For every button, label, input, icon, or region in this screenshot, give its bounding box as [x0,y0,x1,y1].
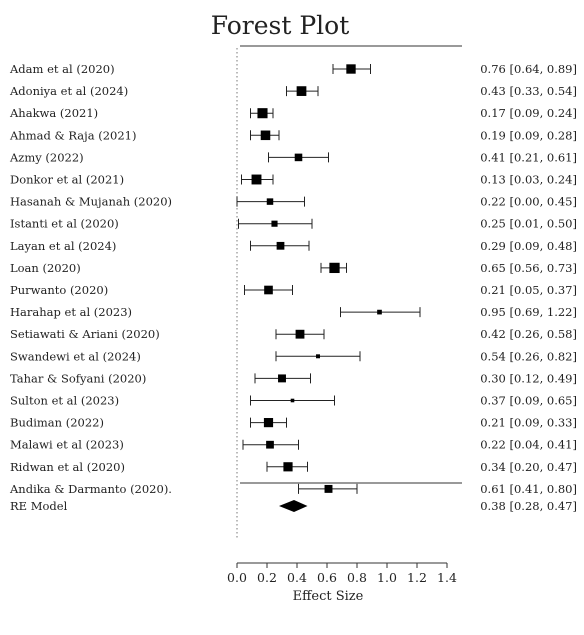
point-estimate [346,64,356,74]
ci-value: 0.22 [0.04, 0.41] [480,438,577,452]
ci-value: 0.95 [0.69, 1.22] [480,305,577,319]
ci-value: 0.42 [0.26, 0.58] [480,327,577,341]
study-row: Purwanto (2020) 0.21 [0.05, 0.37] [10,283,577,297]
ci-value: 0.25 [0.01, 0.50] [480,217,577,231]
point-estimate [329,262,340,274]
tick-label: 0.2 [257,570,277,585]
ci-value: 0.65 [0.56, 0.73] [480,261,577,275]
ci-value: 0.43 [0.33, 0.54] [480,84,577,98]
study-row: Azmy (2022) 0.41 [0.21, 0.61] [9,150,577,164]
ci-value: 0.13 [0.03, 0.24] [480,173,577,187]
point-estimate [294,153,303,162]
ci-value: 0.21 [0.05, 0.37] [480,283,577,297]
study-row: Ridwan et al (2020) 0.34 [0.20, 0.47] [10,460,577,474]
tick-label: 0.8 [347,570,367,585]
point-estimate [264,285,273,295]
study-label: Istanti et al (2020) [10,217,119,231]
study-row: Swandewi et al (2024) 0.54 [0.26, 0.82] [10,349,577,363]
tick-label: 0.4 [287,570,307,585]
point-estimate [263,418,274,428]
ci-value: 0.76 [0.64, 0.89] [480,62,577,76]
study-label: Swandewi et al (2024) [10,349,141,363]
study-label: Setiawati & Ariani (2020) [10,327,160,341]
study-label: Adoniya et al (2024) [9,84,128,98]
study-label: Harahap et al (2023) [10,305,132,319]
study-row: Adam et al (2020) 0.76 [0.64, 0.89] [9,62,577,76]
study-label: Adam et al (2020) [9,62,115,76]
study-row: Loan (2020) 0.65 [0.56, 0.73] [10,261,577,275]
ci-value: 0.29 [0.09, 0.48] [480,239,577,253]
ci-value: 0.34 [0.20, 0.47] [480,460,577,474]
study-label: Layan et al (2024) [10,239,116,253]
ci-value: 0.30 [0.12, 0.49] [480,371,577,385]
point-estimate [283,462,293,472]
study-row: Adoniya et al (2024) 0.43 [0.33, 0.54] [9,84,577,98]
study-label: Donkor et al (2021) [10,173,124,187]
point-estimate [316,354,320,359]
study-row: Ahmad & Raja (2021) 0.19 [0.09, 0.28] [9,128,577,142]
tick-label: 1.2 [407,570,427,585]
study-row: Budiman (2022) 0.21 [0.09, 0.33] [10,416,577,430]
point-estimate [260,130,271,141]
point-estimate [276,241,285,250]
point-estimate [251,174,262,185]
ci-value: 0.17 [0.09, 0.24] [480,106,577,120]
summary-label: RE Model [10,499,68,513]
study-label: Ahakwa (2021) [9,106,98,120]
tick-label: 0.0 [227,570,247,585]
tick-label: 1.0 [377,570,397,585]
study-row: Setiawati & Ariani (2020) 0.42 [0.26, 0.5… [10,327,577,341]
ci-value: 0.41 [0.21, 0.61] [480,150,577,164]
x-axis-title: Effect Size [293,589,364,604]
point-estimate [257,108,268,119]
point-estimate [295,329,305,339]
study-row: Ahakwa (2021) 0.17 [0.09, 0.24] [9,106,577,120]
tick-label: 0.6 [317,570,337,585]
tick-label: 1.4 [437,570,457,585]
ci-value: 0.22 [0.00, 0.45] [480,195,577,209]
point-estimate [377,309,382,315]
study-row: Hasanah & Mujanah (2020) 0.22 [0.00, 0.45… [10,195,577,209]
study-label: Ridwan et al (2020) [10,460,125,474]
x-axis: 0.0 0.2 0.4 0.6 0.8 1.0 1.2 1.4 [227,562,457,585]
study-label: Purwanto (2020) [10,283,108,297]
study-row: Harahap et al (2023) 0.95 [0.69, 1.22] [10,305,577,319]
point-estimate [324,484,333,493]
study-label: Andika & Darmanto (2020). [9,482,172,496]
point-estimate [266,440,274,449]
ci-value: 0.37 [0.09, 0.65] [480,394,577,408]
study-row: Layan et al (2024) 0.29 [0.09, 0.48] [10,239,577,253]
chart-title: Forest Plot [211,11,350,40]
study-row: Malawi et al (2023) 0.22 [0.04, 0.41] [10,438,577,452]
study-label: Loan (2020) [10,261,81,275]
study-label: Tahar & Sofyani (2020) [10,371,146,385]
study-row: Donkor et al (2021) 0.13 [0.03, 0.24] [10,173,577,187]
study-rows: Adam et al (2020) 0.76 [0.64, 0.89] Adoniy… [9,62,577,496]
study-row: Istanti et al (2020) 0.25 [0.01, 0.50] [10,217,577,231]
summary-row: RE Model 0.38 [0.28, 0.47] [10,499,577,513]
study-label: Malawi et al (2023) [10,438,124,452]
study-label: Ahmad & Raja (2021) [9,128,136,142]
study-label: Hasanah & Mujanah (2020) [10,195,172,209]
point-estimate [271,220,278,227]
study-row: Tahar & Sofyani (2020) 0.30 [0.12, 0.49] [10,371,577,385]
ci-value: 0.54 [0.26, 0.82] [480,349,577,363]
summary-diamond [279,500,308,512]
point-estimate [266,198,274,205]
point-estimate [296,86,307,96]
ci-value: 0.19 [0.09, 0.28] [480,128,577,142]
ci-value: 0.61 [0.41, 0.80] [480,482,577,496]
study-label: Budiman (2022) [10,416,104,430]
ci-value: 0.21 [0.09, 0.33] [480,416,577,430]
summary-ci-value: 0.38 [0.28, 0.47] [480,499,577,513]
point-estimate [278,374,286,383]
study-label: Azmy (2022) [9,150,84,164]
point-estimate [290,398,295,403]
study-label: Sulton et al (2023) [10,394,119,408]
study-row: Sulton et al (2023) 0.37 [0.09, 0.65] [10,394,577,408]
study-row: Andika & Darmanto (2020). 0.61 [0.41, 0.8… [9,482,577,496]
